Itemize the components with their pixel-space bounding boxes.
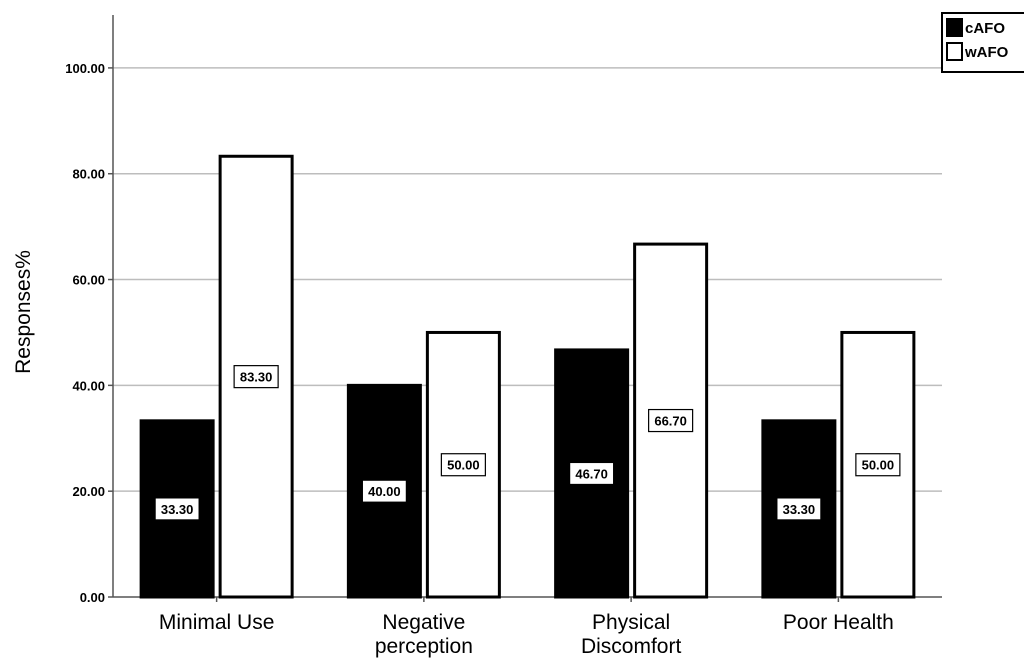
data-label-box [648,408,694,433]
x-category-label: Minimal Use [159,611,275,634]
x-category-label: perception [375,635,473,658]
legend-label-cafo: cAFO [965,20,1005,37]
data-label-box [233,365,279,389]
data-label: 33.30 [783,502,816,517]
y-tick-label: 80.00 [72,167,105,182]
data-label: 83.30 [240,370,273,385]
data-label-box [154,497,200,521]
legend-label-wafo: wAFO [964,44,1009,61]
bar-cafo-0 [139,419,215,599]
legend: cAFO wAFO [941,12,1024,73]
y-tick-label: 0.00 [80,590,105,605]
bar-wafo-3 [840,330,916,599]
x-category-label: Poor Health [783,611,894,634]
y-tick-labels: 0.00 20.00 40.00 60.00 80.00 100.00 [65,61,105,605]
data-label-box [440,453,486,477]
data-label: 40.00 [368,484,401,499]
data-label: 50.00 [447,458,480,473]
data-label-box [855,453,901,477]
y-tick-label: 40.00 [72,378,105,393]
data-label-box [569,461,615,486]
x-category-label: Discomfort [581,635,682,658]
data-label-box [776,497,822,521]
legend-swatch-cafo [946,18,963,37]
y-tick-label: 100.00 [65,61,105,76]
data-label: 50.00 [862,458,895,473]
x-category-label: Physical [592,611,670,634]
legend-swatch-wafo [946,42,963,61]
data-label: 46.70 [575,466,608,481]
data-label: 33.30 [161,502,194,517]
x-category-label: Negative [382,611,465,634]
data-labels: 33.30 83.30 40.00 50.00 46.70 66.70 33.30 50.00 [154,365,901,521]
y-tick-label: 20.00 [72,484,105,499]
y-tick-label: 60.00 [72,273,105,288]
y-axis-title: Responses% [12,250,35,374]
data-label: 66.70 [654,414,687,429]
data-label-box [361,479,407,503]
